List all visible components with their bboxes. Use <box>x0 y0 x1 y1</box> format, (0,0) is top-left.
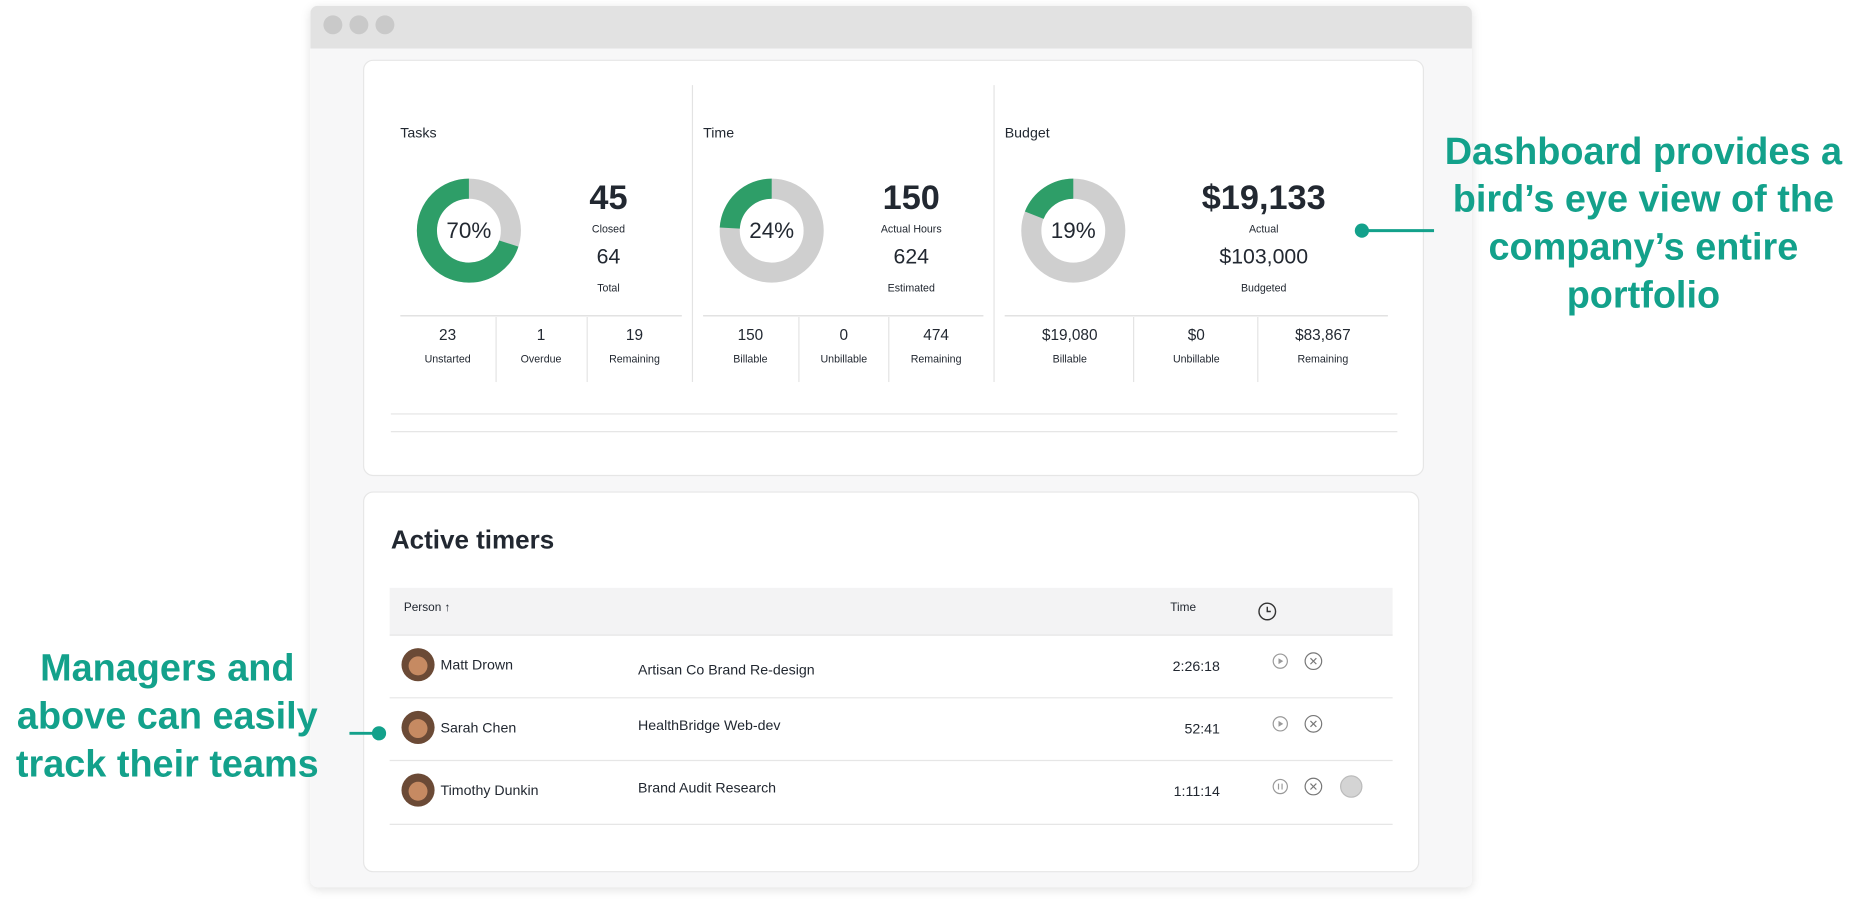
stat-value: 23 <box>439 327 456 344</box>
timer-value: 52:41 <box>1184 722 1220 738</box>
timer-value: 2:26:18 <box>1173 659 1220 675</box>
pause-button[interactable] <box>1272 778 1288 795</box>
stat-value: 1 <box>537 327 546 344</box>
stat-value: $83,867 <box>1295 327 1351 344</box>
avatar <box>401 710 435 744</box>
play-button[interactable] <box>1272 653 1288 669</box>
timer-value: 1:11:14 <box>1174 784 1220 800</box>
donut-arc <box>1021 178 1126 283</box>
avatar-face <box>408 719 428 739</box>
title-bar <box>310 5 1472 49</box>
primary-value: 45 <box>589 179 627 217</box>
stat-label: Remaining <box>1297 353 1348 365</box>
donut-label: 24% <box>749 218 794 243</box>
avatar <box>401 648 435 682</box>
project-name: Brand Audit Research <box>638 781 776 797</box>
annotation-text: company’s entire <box>1489 227 1799 269</box>
secondary-value: 64 <box>597 244 621 268</box>
annotation-text: track their teams <box>16 743 319 785</box>
icon-ring <box>1272 778 1288 795</box>
primary-value: 150 <box>883 179 940 217</box>
annotations: Dashboard provides a bird’s eye view of t… <box>16 131 1843 786</box>
primary-label: Closed <box>592 223 625 235</box>
stop-button[interactable] <box>1304 714 1323 733</box>
stat-label: Remaining <box>911 353 962 365</box>
stat-value: $0 <box>1188 327 1205 344</box>
icon-glyph <box>1310 657 1317 665</box>
annotation-text: bird’s eye view of the <box>1453 179 1834 221</box>
icon-glyph <box>1278 720 1284 727</box>
stat-value: $19,080 <box>1042 327 1098 344</box>
icon-ring <box>1304 777 1323 796</box>
project-name: Artisan Co Brand Re-design <box>638 662 815 678</box>
icon-ring <box>1304 714 1323 733</box>
timer-rows: Matt Drown Artisan Co Brand Re-design 2:26… <box>389 634 1393 825</box>
stat-value: 19 <box>626 327 643 344</box>
stat-label: Remaining <box>609 353 660 365</box>
window-dot <box>375 15 395 35</box>
panel-title: Tasks <box>400 125 436 141</box>
icon-glyph <box>1278 658 1284 665</box>
stop-button[interactable] <box>1304 652 1323 671</box>
window-dot <box>349 15 369 35</box>
stat-value: 0 <box>840 327 849 344</box>
primary-value: $19,133 <box>1202 179 1326 217</box>
primary-label: Actual <box>1249 223 1279 235</box>
secondary-label: Estimated <box>888 282 935 294</box>
avatar <box>401 773 435 807</box>
annotation-text: Managers and <box>40 648 294 690</box>
play-button[interactable] <box>1272 716 1288 732</box>
stop-button[interactable] <box>1304 777 1323 796</box>
summary-panels: Tasks 70% 45 Closed 64 Total 23 Unstarted 1 Overd… <box>400 85 1388 383</box>
icon-ring <box>1304 652 1323 671</box>
avatar-face <box>408 781 428 801</box>
secondary-value: $103,000 <box>1219 244 1308 268</box>
stat-value: 474 <box>923 327 949 344</box>
panel-title: Time <box>703 125 734 141</box>
icon-glyph <box>1277 783 1283 790</box>
annotation-text: above can easily <box>17 696 318 738</box>
icon-glyph <box>1310 783 1317 790</box>
annotation-text: portfolio <box>1567 274 1720 316</box>
icon-glyph <box>1310 720 1317 728</box>
secondary-label: Budgeted <box>1241 282 1287 294</box>
icon-ring <box>1272 716 1288 732</box>
person-name: Timothy Dunkin <box>441 783 539 799</box>
stat-label: Billable <box>1053 353 1087 365</box>
stat-value: 150 <box>738 327 764 344</box>
column-header[interactable]: Person ↑ <box>404 600 451 614</box>
donut-label: 70% <box>446 218 491 243</box>
clock-icon <box>1258 602 1277 621</box>
timers-card <box>363 491 1420 873</box>
window-dot <box>323 15 343 35</box>
timers-title: Active timers <box>391 525 554 555</box>
annotation-text: Dashboard provides a <box>1445 131 1843 173</box>
table-header <box>389 587 1393 636</box>
panel-title: Budget <box>1005 125 1050 141</box>
donut-arc <box>719 178 824 283</box>
stat-label: Unstarted <box>425 353 471 365</box>
stat-label: Billable <box>733 353 767 365</box>
project-name: HealthBridge Web-dev <box>638 718 781 734</box>
icon-ring <box>1272 653 1288 669</box>
stat-label: Unbillable <box>1173 353 1220 365</box>
progress-indicator <box>1340 775 1363 798</box>
summary-card <box>363 59 1424 477</box>
secondary-label: Total <box>597 282 619 294</box>
column-header: Time <box>1170 600 1196 614</box>
secondary-value: 624 <box>894 244 930 268</box>
avatar-face <box>408 656 428 676</box>
stat-label: Overdue <box>521 353 562 365</box>
donut-label: 19% <box>1051 218 1096 243</box>
person-name: Matt Drown <box>441 658 514 674</box>
stat-label: Unbillable <box>821 353 868 365</box>
person-name: Sarah Chen <box>441 720 517 736</box>
donut-arc <box>416 178 521 283</box>
primary-label: Actual Hours <box>881 223 942 235</box>
